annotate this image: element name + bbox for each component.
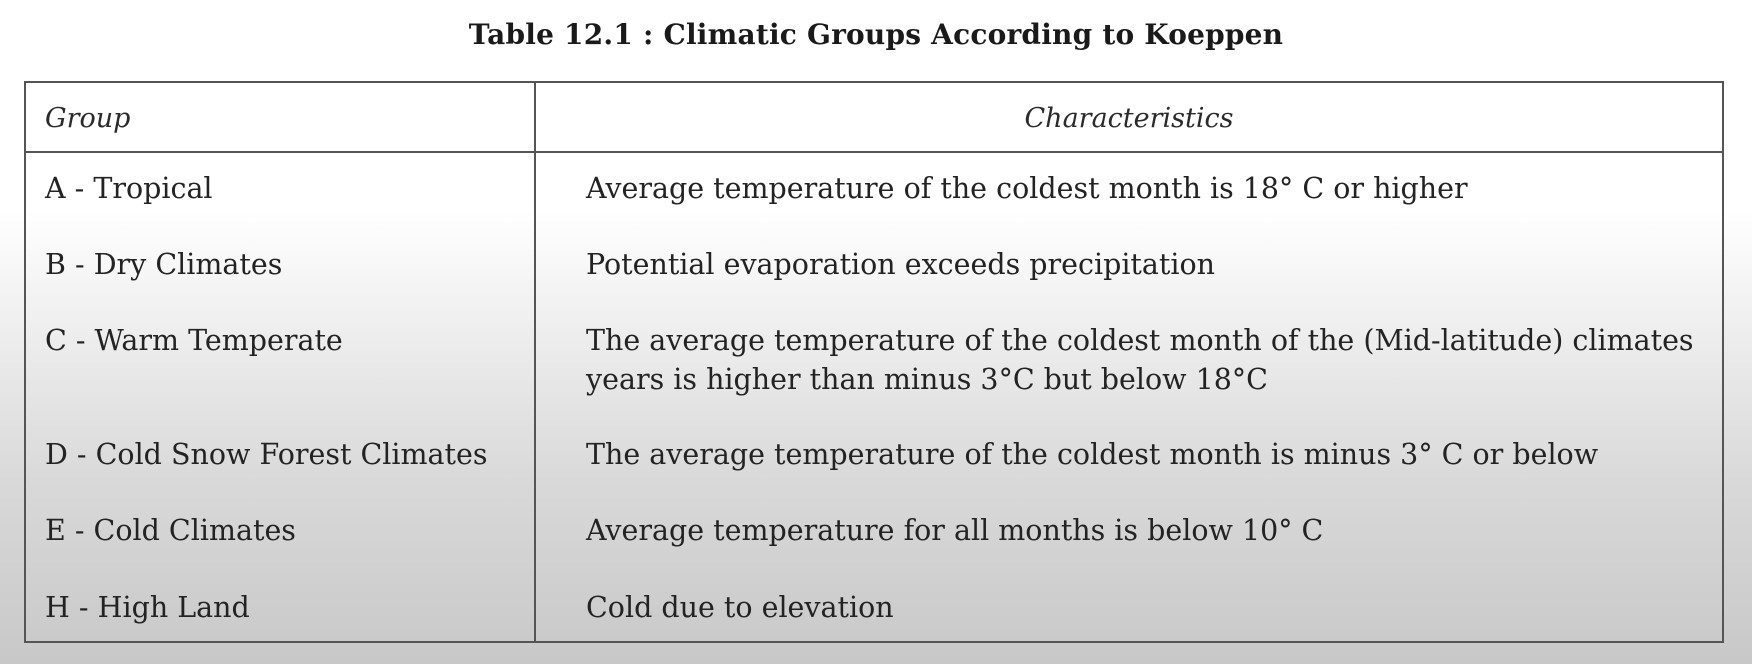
characteristics-cell: Potential evaporation exceeds precipitat… [586,248,1215,281]
group-cell: B - Dry Climates [45,248,283,281]
group-cell: H - High Land [45,591,250,624]
characteristics-cell-line-2: years is higher than minus 3°C but below… [586,363,1268,396]
characteristics-cell: Cold due to elevation [586,591,894,624]
column-divider [534,83,536,641]
characteristics-cell: Average temperature of the coldest month… [586,172,1468,205]
header-divider [26,151,1722,153]
characteristics-cell: Average temperature for all months is be… [586,514,1324,547]
group-cell: D - Cold Snow Forest Climates [45,438,488,471]
group-cell: A - Tropical [45,172,213,205]
header-characteristics: Characteristics [1024,103,1234,134]
group-cell: E - Cold Climates [45,514,296,547]
header-group: Group [45,103,131,134]
group-cell: C - Warm Temperate [45,324,343,357]
table-caption: Table 12.1 : Climatic Groups According t… [468,18,1284,51]
characteristics-cell-line-1: The average temperature of the coldest m… [586,324,1694,357]
characteristics-cell: The average temperature of the coldest m… [586,438,1599,471]
koeppen-table: Group Characteristics A - Tropical Avera… [24,81,1724,643]
